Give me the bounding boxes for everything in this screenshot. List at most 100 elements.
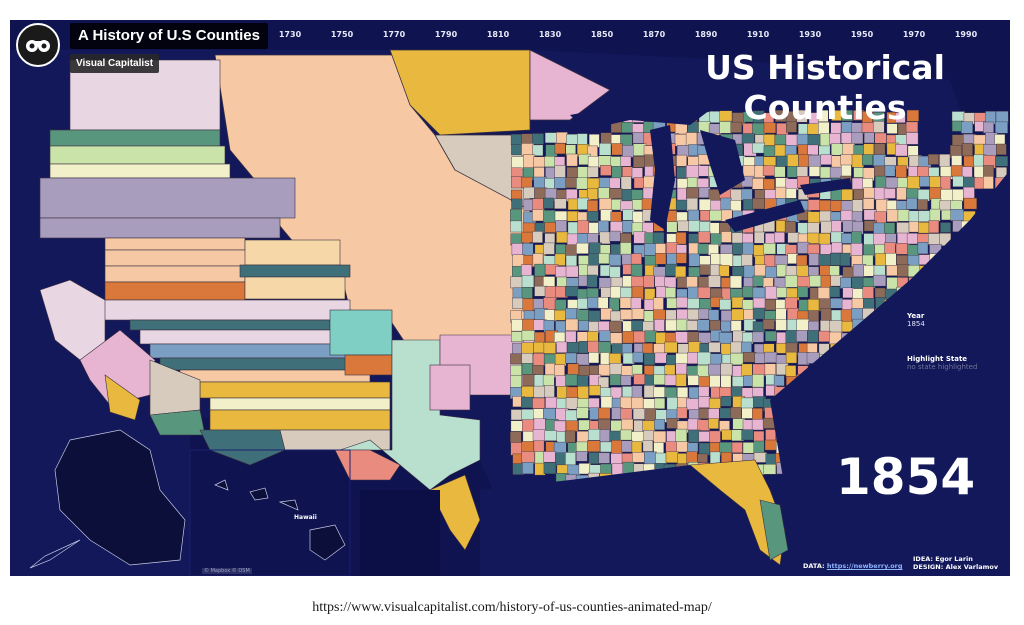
county-shape: [633, 177, 645, 189]
timeline-year-1830[interactable]: 1830: [538, 30, 562, 39]
county-shape: [588, 385, 601, 396]
timeline-year-1790[interactable]: 1790: [434, 30, 458, 39]
county-shape: [963, 176, 976, 189]
timeline-year-1870[interactable]: 1870: [642, 30, 666, 39]
county-shape: [698, 442, 711, 456]
county-shape: [741, 407, 755, 419]
county-shape: [609, 177, 621, 189]
county-shape: [741, 254, 753, 267]
county-shape: [752, 408, 763, 420]
county-shape: [807, 299, 821, 312]
source-url[interactable]: https://www.visualcapitalist.com/history…: [312, 600, 712, 615]
county-shape: [709, 430, 721, 443]
map-attribution[interactable]: © Mapbox © OSM: [202, 568, 252, 574]
county-shape: [631, 441, 643, 454]
county-shape: [666, 253, 677, 266]
county-shape: [675, 373, 687, 387]
timeline-year-1810[interactable]: 1810: [486, 30, 510, 39]
channel-avatar[interactable]: [16, 23, 60, 67]
county-shape: [841, 109, 853, 122]
county-shape: [510, 409, 523, 421]
county-shape: [763, 243, 776, 255]
timeline-year-1950[interactable]: 1950: [850, 30, 874, 39]
timeline-year-1850[interactable]: 1850: [590, 30, 614, 39]
county-shape: [600, 132, 612, 145]
county-shape: [797, 276, 811, 288]
county-shape: [874, 165, 887, 178]
timeline-bar[interactable]: 1730 1750 1770 1790 1810 1830 1850 1870 1890 1910…: [10, 20, 1010, 52]
county-shape: [533, 418, 547, 430]
county-shape: [906, 197, 918, 210]
county-shape: [631, 385, 643, 399]
county-shape: [608, 254, 622, 266]
timeline-year-1990[interactable]: 1990: [954, 30, 978, 39]
county-shape: [840, 154, 854, 166]
data-credit: DATA: https://newberry.org: [803, 562, 903, 570]
county-shape: [940, 176, 951, 190]
county-shape: [521, 143, 535, 156]
county-shape: [796, 166, 809, 177]
county-shape: [543, 197, 554, 209]
county-shape: [918, 210, 932, 223]
county-shape: [862, 198, 875, 210]
timeline-year-1770[interactable]: 1770: [382, 30, 406, 39]
timeline-year-1970[interactable]: 1970: [902, 30, 926, 39]
county-shape: [576, 451, 588, 462]
county-shape: [510, 420, 524, 432]
county-shape: [599, 143, 612, 156]
county-shape: [610, 332, 623, 345]
county-shape: [633, 373, 647, 385]
county-shape: [630, 297, 642, 310]
county-shape: [719, 110, 733, 122]
county-shape: [676, 166, 688, 179]
county-shape: [630, 263, 643, 277]
county-shape: [807, 243, 820, 255]
county-shape: [643, 385, 656, 398]
timeline-year-1730[interactable]: 1730: [278, 30, 302, 39]
county-shape: [630, 253, 642, 265]
county-shape: [675, 363, 687, 376]
video-frame: 1730 1750 1770 1790 1810 1830 1850 1870 1890 1910…: [10, 20, 1010, 576]
county-shape: [731, 296, 744, 309]
canada-land: [10, 20, 1010, 140]
arizona-south: [199, 429, 286, 466]
county-shape: [534, 462, 546, 476]
county-shape: [820, 308, 832, 322]
timeline-year-1910[interactable]: 1910: [746, 30, 770, 39]
county-shape: [852, 199, 863, 213]
lake-huron: [700, 130, 745, 195]
county-shape: [839, 252, 851, 267]
highlight-state-select[interactable]: no state highlighted: [907, 363, 978, 371]
county-shape: [905, 121, 919, 133]
county-shape: [687, 286, 699, 299]
video-title[interactable]: A History of U.S Counties: [70, 23, 268, 49]
county-shape: [609, 363, 623, 376]
county-shape: [906, 188, 920, 200]
data-credit-link[interactable]: https://newberry.org: [826, 562, 903, 570]
texas-south: [429, 474, 481, 551]
timeline-year-1930[interactable]: 1930: [798, 30, 822, 39]
county-shape: [632, 199, 644, 211]
county-shape: [653, 309, 666, 321]
channel-name[interactable]: Visual Capitalist: [70, 54, 160, 73]
county-shape: [774, 144, 787, 157]
county-shape: [666, 397, 678, 411]
county-shape: [896, 187, 908, 200]
county-shape: [763, 145, 777, 157]
timeline-year-1890[interactable]: 1890: [694, 30, 718, 39]
county-shape: [522, 318, 536, 332]
county-shape: [688, 253, 700, 267]
county-shape: [961, 121, 973, 134]
county-shape: [633, 156, 646, 168]
timeline-year-1750[interactable]: 1750: [330, 30, 354, 39]
county-shape: [762, 417, 776, 429]
county-shape: [732, 266, 745, 278]
county-shape: [600, 441, 612, 453]
county-shape: [774, 231, 785, 243]
county-shape: [586, 274, 598, 288]
county-shape: [796, 318, 810, 333]
county-shape: [708, 243, 719, 256]
county-shape: [796, 109, 808, 123]
county-shape: [533, 440, 545, 454]
county-shape: [995, 110, 1009, 124]
